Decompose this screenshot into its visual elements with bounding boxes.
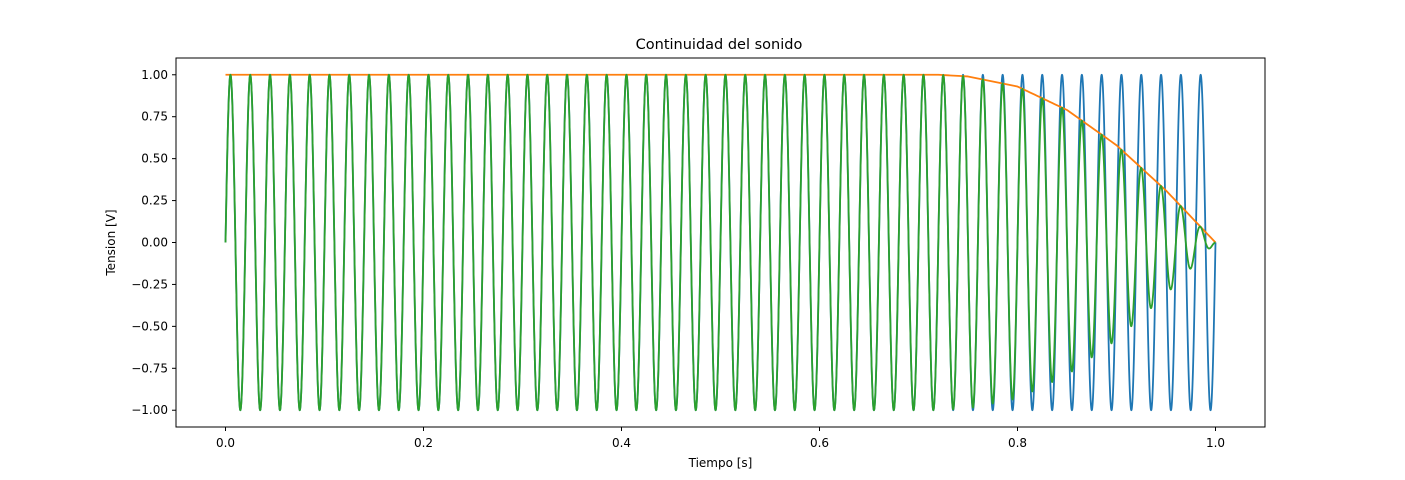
y-tick-label: 0.50 xyxy=(141,152,168,166)
x-tick-label: 0.8 xyxy=(1008,436,1027,450)
x-tick-label: 0.6 xyxy=(810,436,829,450)
y-tick-label: −0.75 xyxy=(131,361,168,375)
y-tick-label: −0.50 xyxy=(131,319,168,333)
series-line-envelope xyxy=(225,73,1217,244)
chart-title: Continuidad del sonido xyxy=(636,37,803,53)
y-tick-label: 0.75 xyxy=(141,110,168,124)
x-axis-label: Tiempo [s] xyxy=(688,456,753,470)
x-tick-label: 0.4 xyxy=(612,436,631,450)
y-tick-label: 0.25 xyxy=(141,194,168,208)
x-tick-label: 0.2 xyxy=(414,436,433,450)
y-tick-label: 1.00 xyxy=(141,68,168,82)
y-axis-ticks: −1.00 −0.75 −0.50 −0.25 0.00 0.25 0.50 0.75 1.00 xyxy=(131,68,176,417)
y-axis-label: Tension [V] xyxy=(104,209,118,276)
x-axis-ticks: 0.0 0.2 0.4 0.6 0.8 1.0 xyxy=(216,427,1225,450)
series-line-modulated xyxy=(224,73,1217,412)
x-tick-label: 0.0 xyxy=(216,436,235,450)
y-tick-label: −0.25 xyxy=(131,277,168,291)
y-tick-label: −1.00 xyxy=(131,403,168,417)
x-tick-label: 1.0 xyxy=(1206,436,1225,450)
series-layer xyxy=(224,73,1217,412)
y-tick-label: 0.00 xyxy=(141,236,168,250)
